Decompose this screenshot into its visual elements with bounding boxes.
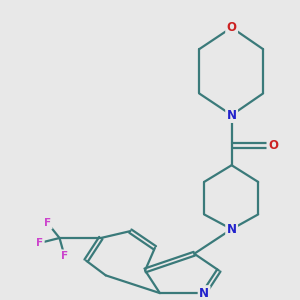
Text: F: F — [61, 251, 68, 261]
Text: O: O — [268, 139, 278, 152]
Text: F: F — [36, 238, 43, 248]
Text: F: F — [44, 218, 51, 228]
Text: N: N — [199, 286, 209, 300]
Text: N: N — [226, 109, 237, 122]
Text: N: N — [226, 223, 237, 236]
Text: O: O — [226, 21, 237, 34]
